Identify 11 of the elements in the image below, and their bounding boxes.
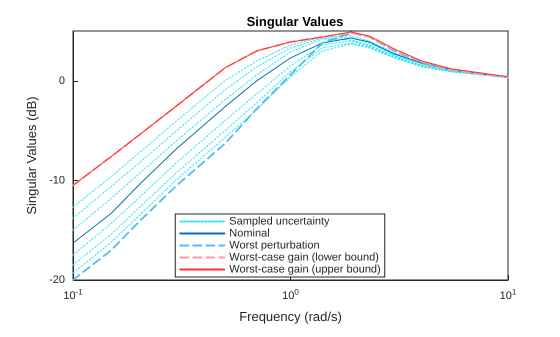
legend-label: Worst perturbation bbox=[229, 240, 320, 252]
legend-label: Nominal bbox=[229, 228, 270, 240]
chart-title: Singular Values bbox=[246, 14, 344, 29]
y-tick-label: 0 bbox=[58, 74, 65, 87]
legend-label: Worst-case gain (upper bound) bbox=[229, 264, 381, 276]
legend-label: Sampled uncertainty bbox=[229, 216, 330, 228]
x-axis-title: Frequency (rad/s) bbox=[239, 309, 342, 324]
y-tick-label: -20 bbox=[49, 274, 65, 286]
y-tick-label: -10 bbox=[49, 174, 65, 186]
y-axis-title: Singular Values (dB) bbox=[24, 96, 40, 215]
legend-label: Worst-case gain (lower bound) bbox=[229, 252, 379, 264]
